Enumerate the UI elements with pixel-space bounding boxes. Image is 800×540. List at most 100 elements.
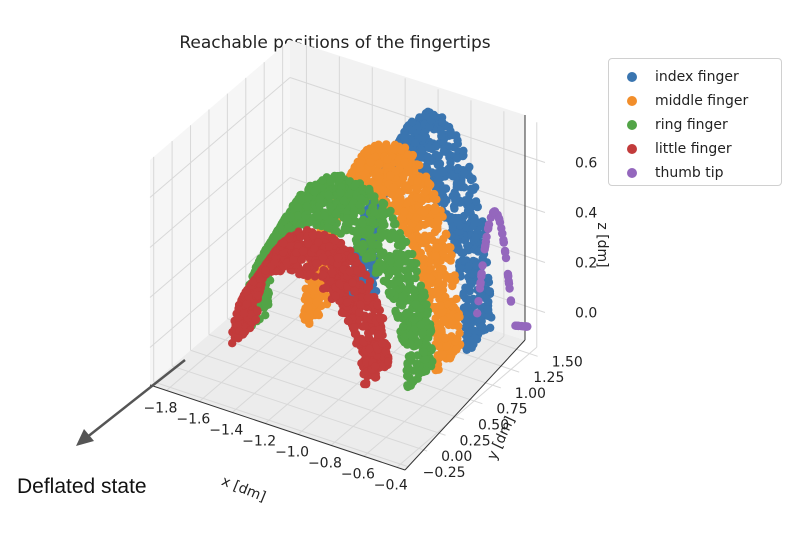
data-point bbox=[477, 269, 486, 278]
data-point bbox=[313, 308, 322, 318]
data-point bbox=[400, 157, 409, 167]
data-point bbox=[403, 150, 413, 159]
data-point bbox=[384, 357, 393, 366]
data-point bbox=[484, 273, 493, 283]
data-point bbox=[350, 286, 359, 296]
data-point bbox=[483, 305, 492, 314]
x-grid-line bbox=[396, 346, 538, 468]
side-pane bbox=[150, 40, 290, 385]
data-point bbox=[409, 376, 418, 385]
data-point bbox=[423, 310, 432, 319]
data-point bbox=[279, 239, 288, 248]
data-point bbox=[427, 168, 437, 177]
data-point bbox=[310, 187, 319, 196]
data-point bbox=[453, 218, 463, 227]
data-point bbox=[447, 130, 456, 139]
data-point bbox=[454, 246, 464, 255]
y-tick-label: 1.50 bbox=[552, 354, 583, 370]
data-point bbox=[459, 291, 468, 300]
x-axis-line bbox=[149, 384, 406, 471]
data-point bbox=[294, 195, 303, 204]
data-point bbox=[501, 248, 510, 257]
data-point bbox=[336, 188, 345, 197]
data-point bbox=[233, 313, 243, 322]
data-point bbox=[414, 338, 423, 347]
data-point bbox=[347, 252, 356, 262]
data-point bbox=[350, 323, 359, 332]
data-point bbox=[383, 155, 392, 164]
data-point bbox=[358, 239, 368, 249]
data-point bbox=[440, 334, 450, 343]
z-tick-label: 0.6 bbox=[575, 156, 597, 172]
data-point bbox=[514, 321, 523, 331]
data-point bbox=[416, 281, 426, 290]
data-point bbox=[434, 278, 444, 287]
z-tick-label: 0.4 bbox=[575, 206, 597, 222]
data-point bbox=[407, 117, 417, 127]
z-axis-label: z [dm] bbox=[594, 222, 610, 267]
data-point bbox=[360, 322, 370, 331]
data-point bbox=[476, 278, 485, 287]
data-point bbox=[463, 241, 472, 250]
y-tick-label: 0.50 bbox=[478, 417, 509, 433]
data-point bbox=[421, 355, 430, 364]
y-grid-line bbox=[227, 318, 483, 405]
data-point bbox=[406, 354, 415, 363]
data-point bbox=[356, 159, 365, 168]
data-point bbox=[284, 233, 294, 243]
data-point bbox=[379, 185, 388, 194]
data-point bbox=[303, 193, 313, 202]
data-point bbox=[393, 311, 402, 320]
data-point bbox=[295, 270, 304, 279]
data-point bbox=[356, 194, 366, 203]
data-point bbox=[471, 183, 480, 192]
data-point bbox=[379, 211, 388, 220]
data-point bbox=[417, 146, 426, 155]
data-point bbox=[471, 261, 481, 270]
data-point bbox=[451, 196, 460, 205]
data-point bbox=[379, 248, 388, 257]
data-point bbox=[349, 210, 358, 220]
data-point bbox=[481, 241, 490, 250]
data-point bbox=[433, 175, 442, 184]
data-point bbox=[521, 322, 530, 331]
data-point bbox=[410, 138, 420, 147]
legend-marker bbox=[627, 168, 637, 178]
data-point bbox=[427, 344, 436, 353]
y-tick-label: 0.00 bbox=[441, 449, 472, 465]
y-grid-line bbox=[153, 381, 409, 468]
data-point bbox=[353, 229, 362, 238]
data-point bbox=[326, 177, 335, 186]
data-point bbox=[485, 287, 495, 296]
data-point bbox=[430, 206, 440, 215]
data-point bbox=[313, 238, 323, 247]
data-point bbox=[422, 300, 431, 309]
data-point bbox=[464, 262, 474, 271]
data-point bbox=[439, 147, 448, 156]
data-point bbox=[343, 214, 352, 223]
deflated-state-label: Deflated state bbox=[17, 475, 147, 498]
data-point bbox=[469, 267, 479, 276]
data-point bbox=[402, 308, 411, 318]
data-point bbox=[347, 168, 356, 178]
data-point bbox=[411, 300, 420, 309]
data-point bbox=[484, 220, 494, 229]
data-point bbox=[370, 207, 379, 217]
data-point bbox=[470, 217, 479, 227]
data-point bbox=[366, 158, 376, 167]
data-point bbox=[404, 284, 413, 293]
data-point bbox=[286, 241, 295, 250]
data-point bbox=[499, 238, 508, 247]
data-point bbox=[321, 283, 330, 292]
data-point bbox=[305, 319, 314, 328]
data-point bbox=[439, 315, 449, 325]
data-point bbox=[494, 214, 504, 223]
data-point bbox=[419, 288, 429, 297]
data-point bbox=[432, 243, 441, 252]
data-point bbox=[279, 217, 288, 226]
x-tick-label: −1.6 bbox=[176, 411, 210, 427]
data-point bbox=[365, 184, 374, 194]
data-point bbox=[429, 110, 438, 120]
data-point bbox=[399, 322, 408, 331]
